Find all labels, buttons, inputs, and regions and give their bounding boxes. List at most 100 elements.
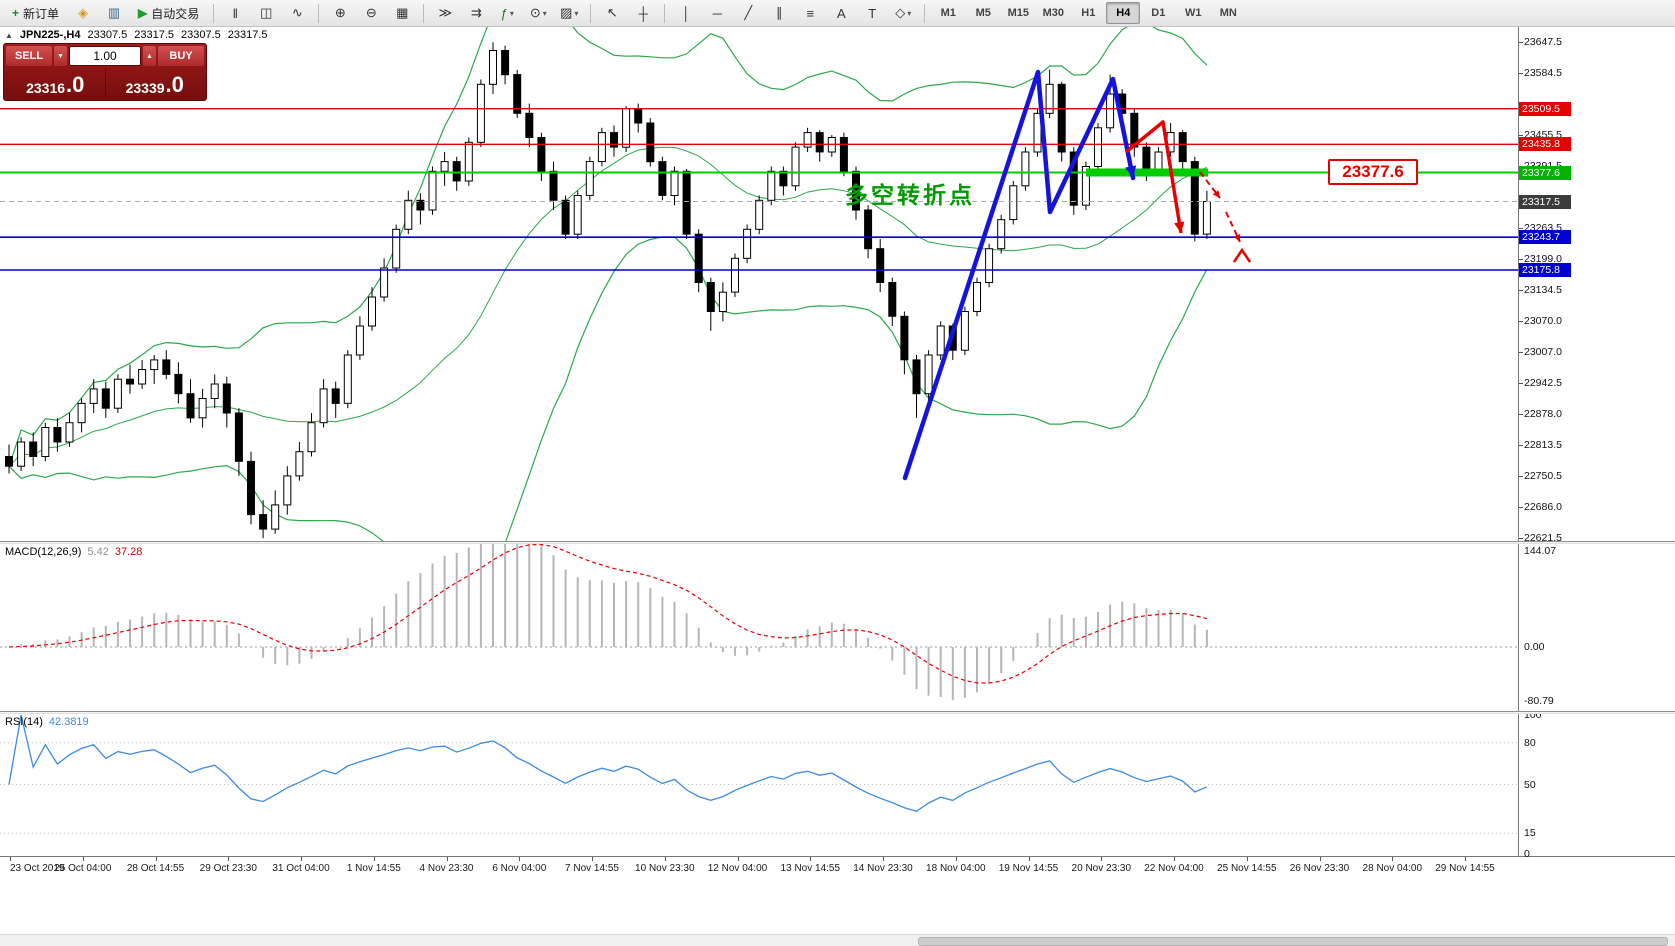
time-axis-tick [883,857,884,861]
pane-separator[interactable] [0,711,1675,714]
symbol-period-label: JPN225-,H4 [19,29,81,41]
dropdown-caret-icon: ▾ [907,8,912,18]
vertical-line-icon[interactable]: │ [682,5,691,21]
trade-panel-collapse-button[interactable]: ▲ [5,30,13,40]
toolbar-separator [318,3,320,23]
rsi-name: RSI(14) [5,716,43,728]
price-axis-label: 23647.5 [1524,36,1562,48]
time-axis-label: 29 Oct 23:30 [199,863,257,874]
sell-button[interactable]: 23316 .0 [6,68,106,98]
volume-decrease-button[interactable]: ▼ [54,46,67,66]
price-tag-blue: 23243.7 [1519,230,1571,245]
periods-icon[interactable]: ⊙ ▾ [529,5,547,20]
time-axis-label: 23 Oct 2019 [10,863,65,874]
time-axis-label: 29 Nov 14:55 [1435,863,1495,874]
grid-icon[interactable]: ▦ [396,5,409,20]
time-axis-label: 28 Nov 04:00 [1362,863,1423,874]
price-axis-label: 23134.5 [1524,284,1562,296]
buy-button[interactable]: 23339 .0 [106,68,205,98]
symbol-ohlc-line: ▲ JPN225-,H4 23307.5 23317.5 23307.5 233… [5,29,268,41]
time-axis-label: 25 Nov 14:55 [1217,863,1277,874]
time-axis-tick [82,857,84,861]
time-axis-label: 19 Nov 14:55 [998,863,1059,874]
line-chart-icon[interactable]: ∿ [291,5,303,20]
cursor-icon[interactable]: ↖ [606,5,618,20]
timeframe-h4[interactable]: H4 [1106,2,1141,24]
new-order-button-label: 新订单 [23,6,60,21]
timeframe-m5[interactable]: M5 [975,7,991,19]
label-icon[interactable]: T [868,5,877,21]
time-axis-tick [301,857,302,861]
buy-price: 23339 [125,80,165,96]
candlestick-chart-icon[interactable]: ◫ [260,5,273,20]
time-axis-label: 28 Oct 14:55 [126,863,185,874]
time-axis-label: 18 Nov 04:00 [926,863,986,874]
indicators-icon[interactable]: ƒ ▾ [500,5,514,21]
chart-window: 多空转折点 ▲ JPN225-,H4 23307.5 23317.5 23307… [0,27,1675,946]
price-axis-tick [1519,538,1523,539]
timeframe-h1[interactable]: H1 [1081,7,1096,19]
rsi-pane[interactable] [0,713,1518,856]
price-axis-label: 22942.5 [1524,376,1562,389]
horizontal-scrollbar[interactable] [0,934,1675,946]
fibonacci-icon[interactable]: ≡ [806,5,815,21]
volume-increase-button[interactable]: ▲ [143,46,156,66]
auto-scroll-icon[interactable]: ≫ [438,5,453,20]
pane-separator[interactable] [0,541,1675,544]
dropdown-caret-icon: ▾ [542,8,547,18]
zoom-in-icon[interactable]: ⊕ [334,5,346,20]
timeframe-m15[interactable]: M15 [1007,7,1029,19]
ohlc-open: 23307.5 [87,29,128,41]
price-axis-tick [1519,321,1523,323]
time-axis-label: 22 Nov 04:00 [1144,863,1204,874]
sell-price-pips: .0 [66,72,85,98]
price-axis-tick [1519,506,1523,508]
timeframe-w1[interactable]: W1 [1185,7,1202,19]
price-axis-tick [1519,382,1523,384]
trendline-icon[interactable]: ╱ [744,5,753,20]
time-axis-label: 6 Nov 04:00 [492,863,547,874]
macd-pane[interactable] [0,543,1518,711]
horizontal-line-icon[interactable]: ─ [712,5,722,21]
timeframe-mn[interactable]: MN [1219,7,1237,19]
channel-icon[interactable]: ∥ [776,5,783,20]
crosshair-icon[interactable]: ┼ [638,5,648,21]
toolbar-separator [213,3,215,23]
macd-name: MACD(12,26,9) [5,546,82,558]
price-axis-tick [1519,414,1523,415]
price-pane[interactable]: 多空转折点 [0,27,1518,541]
time-axis[interactable]: 23 Oct 2019 25 Oct 04:00 28 Oct 14:55 29 Oc… [0,856,1675,881]
market-watch-icon[interactable]: ▥ [107,5,121,20]
price-axis-tick [1519,258,1523,260]
time-axis-tick [519,857,521,861]
metaeditor-icon[interactable]: ◈ [78,5,89,20]
macd-axis-label: 144.07 [1524,545,1557,557]
time-axis-tick [955,857,957,861]
timeframe-m1[interactable]: M1 [940,7,956,19]
text-icon[interactable]: A [836,5,846,21]
toolbar-separator [664,3,666,23]
arrows-icon[interactable]: ◇ ▾ [895,5,912,20]
price-axis-label: 23584.5 [1524,66,1562,79]
price-axis[interactable]: 23647.523584.523509.523455.523435.823391… [1518,27,1675,860]
timeframe-d1[interactable]: D1 [1151,7,1166,19]
time-axis-label: 20 Nov 23:30 [1071,863,1132,874]
macd-signal-value: 37.28 [114,546,143,558]
timeframe-m30[interactable]: M30 [1042,7,1064,19]
bar-chart-icon[interactable]: ‖ [232,5,238,21]
time-axis-label: 13 Nov 14:55 [780,863,841,874]
templates-icon[interactable]: ▨ ▾ [560,5,579,20]
autotrading-button-label: 自动交易 [151,6,200,21]
time-axis-tick [1465,857,1466,861]
rsi-axis-label: 50 [1524,778,1536,791]
chart-shift-icon[interactable]: ⇉ [470,5,482,20]
time-axis-tick [228,857,230,861]
dropdown-caret-icon: ▾ [509,8,514,18]
autotrading-button[interactable]: ▶ 自动交易 [130,1,207,25]
price-axis-label: 22878.0 [1524,408,1562,420]
volume-input[interactable] [69,46,141,66]
new-order-button[interactable]: + 新订单 [4,1,67,25]
zoom-out-icon[interactable]: ⊖ [365,5,377,20]
time-axis-tick [810,857,812,861]
scrollbar-thumb[interactable] [918,937,1668,946]
